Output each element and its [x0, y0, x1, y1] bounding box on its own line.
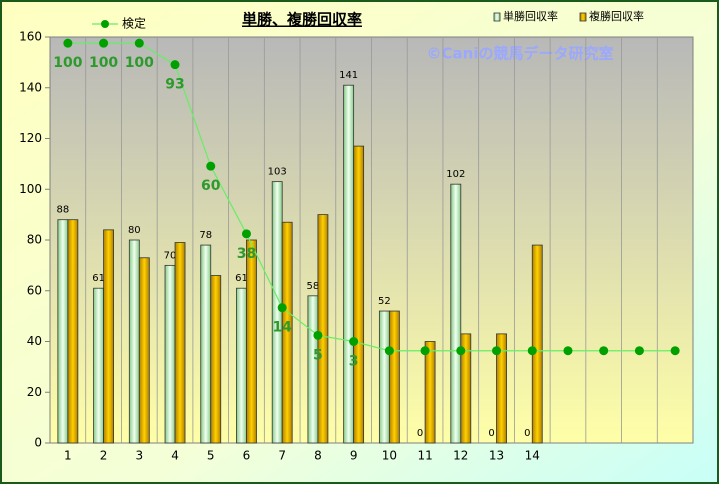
marker — [563, 346, 573, 356]
bar — [307, 295, 319, 444]
bar — [378, 310, 390, 444]
bar — [496, 333, 507, 444]
marker — [277, 303, 287, 313]
legend-swatch — [579, 12, 587, 22]
data-label: 100 — [53, 55, 82, 71]
data-label: 102 — [446, 169, 465, 180]
data-label: 38 — [237, 246, 256, 262]
x-tick-label: 4 — [171, 449, 179, 463]
data-label: 100 — [89, 55, 118, 71]
y-tick-label: 100 — [19, 182, 42, 196]
bar — [460, 333, 472, 444]
chart-title: 単勝、複勝回収率 — [242, 11, 362, 29]
marker — [527, 346, 537, 356]
data-label: 58 — [307, 281, 320, 292]
watermark: ©Caniの競馬データ研究室 — [427, 45, 614, 63]
y-tick-label: 80 — [27, 233, 42, 247]
data-label: 141 — [339, 70, 358, 81]
legend-label: 検定 — [122, 16, 146, 31]
marker — [634, 346, 644, 356]
bar — [103, 229, 114, 444]
marker — [349, 337, 359, 346]
data-label: 60 — [201, 178, 221, 194]
bar — [271, 181, 283, 444]
x-tick-label: 3 — [135, 449, 143, 463]
marker — [170, 60, 180, 70]
x-tick-label: 9 — [350, 449, 358, 463]
legend-label: 単勝回収率 — [503, 9, 558, 23]
marker — [134, 38, 144, 48]
data-label: 78 — [199, 230, 212, 241]
x-tick-label: 13 — [489, 449, 504, 463]
marker — [241, 229, 251, 239]
legend-marker — [101, 20, 109, 28]
y-tick-label: 40 — [27, 334, 42, 348]
data-label: 70 — [164, 250, 177, 261]
bar — [281, 221, 293, 444]
bar — [424, 341, 436, 444]
bar — [67, 219, 79, 444]
marker — [384, 346, 394, 356]
data-label: 52 — [378, 296, 391, 307]
x-tick-label: 6 — [243, 449, 251, 463]
marker — [599, 346, 609, 356]
x-tick-label: 1 — [64, 449, 72, 463]
y-tick-label: 120 — [19, 131, 42, 145]
bar — [164, 264, 176, 444]
x-tick-label: 2 — [100, 449, 108, 463]
x-tick-label: 8 — [314, 449, 322, 463]
bar — [236, 287, 247, 444]
legend-label: 複勝回収率 — [589, 9, 644, 23]
marker — [63, 38, 73, 48]
data-label: 100 — [125, 55, 154, 71]
bar — [317, 214, 329, 444]
bar — [210, 275, 222, 444]
bar — [246, 239, 257, 444]
x-tick-label: 5 — [207, 449, 215, 463]
y-tick-label: 20 — [27, 385, 42, 399]
marker — [420, 346, 430, 356]
x-tick-label: 14 — [525, 449, 540, 463]
bar — [93, 287, 104, 444]
data-label: 14 — [272, 320, 292, 336]
data-label: 3 — [349, 354, 359, 370]
data-label: 5 — [313, 347, 323, 363]
data-label: 103 — [268, 167, 287, 178]
marker — [313, 330, 323, 340]
bar — [343, 84, 355, 444]
marker — [99, 38, 109, 48]
y-tick-label: 60 — [27, 283, 42, 297]
y-tick-label: 0 — [34, 436, 42, 450]
data-label: 0 — [524, 428, 530, 439]
data-label: 61 — [92, 273, 105, 284]
bar — [174, 242, 186, 444]
bar — [128, 239, 140, 444]
marker — [456, 346, 466, 356]
bar — [57, 219, 69, 444]
bar — [531, 244, 543, 444]
data-label: 61 — [235, 273, 248, 284]
x-tick-label: 12 — [453, 449, 468, 463]
x-tick-label: 10 — [382, 449, 397, 463]
line — [67, 42, 676, 352]
marker — [670, 346, 680, 356]
marker — [206, 161, 216, 171]
data-label: 0 — [488, 428, 494, 439]
y-tick-label: 160 — [19, 30, 42, 44]
legend-swatch — [493, 12, 501, 22]
bar — [450, 183, 462, 444]
bar — [138, 257, 150, 444]
bar — [200, 244, 212, 444]
data-label: 93 — [165, 77, 184, 93]
bar — [388, 310, 400, 444]
marker — [492, 346, 502, 356]
x-tick-label: 7 — [278, 449, 286, 463]
data-label: 0 — [417, 428, 423, 439]
y-tick-label: 140 — [19, 80, 42, 94]
x-tick-label: 11 — [417, 449, 432, 463]
bar — [353, 145, 365, 444]
data-label: 88 — [56, 205, 69, 216]
data-label: 80 — [128, 225, 141, 236]
